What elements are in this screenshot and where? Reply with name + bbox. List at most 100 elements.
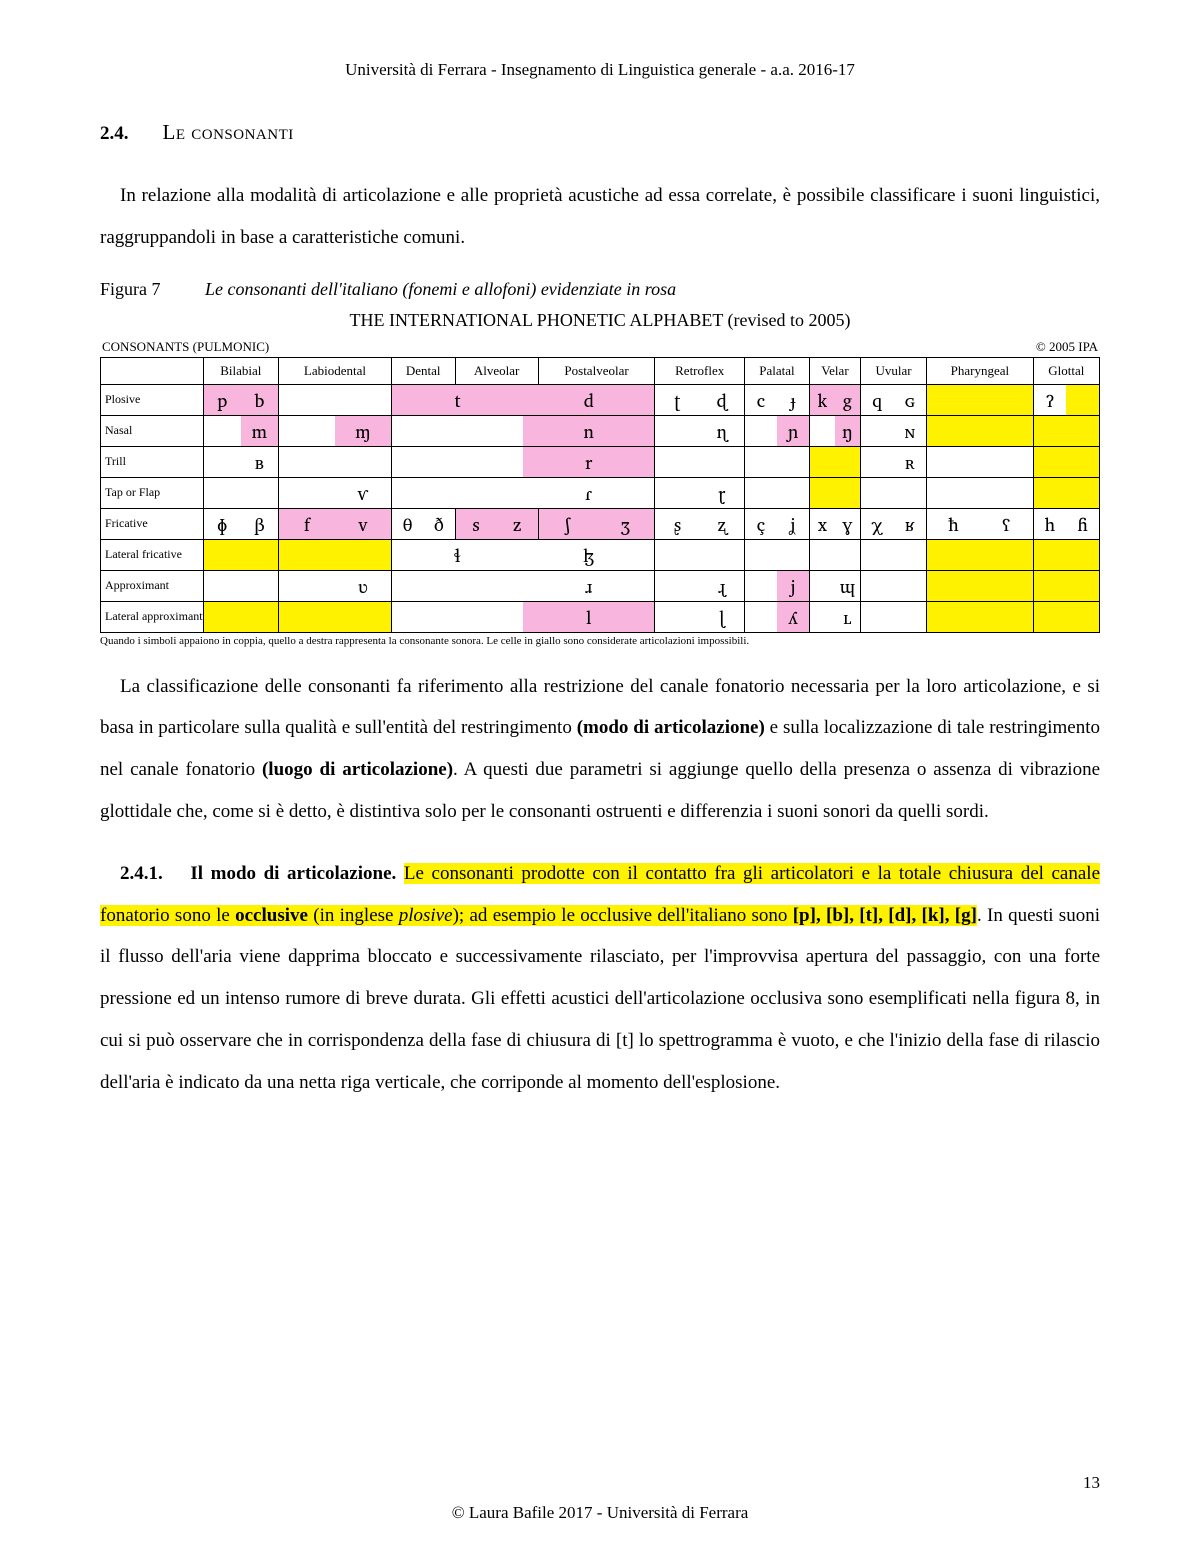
ipa-symbol-voiceless [745,602,777,632]
ipa-cell: xɣ [810,508,861,539]
column-header: Glottal [1033,357,1099,384]
ipa-symbol-voiceless: k [810,385,835,415]
ipa-symbol-voiceless [279,602,335,632]
paragraph-intro: In relazione alla modalità di articolazi… [100,175,1100,259]
ipa-symbol-voiceless [745,540,777,570]
ipa-symbol-voiced [777,540,809,570]
ipa-symbol-voiced: ʕ [980,509,1033,539]
ipa-symbol-voiceless [655,416,699,446]
ipa-symbol-voiceless [810,478,835,508]
ipa-cell: ɭ [655,601,745,632]
ipa-symbol-voiced: ⱱ [335,478,391,508]
ipa-symbol-voiced: ʙ [241,447,278,477]
ipa-cell: td [391,384,655,415]
ipa-cell: çʝ [744,508,809,539]
column-header: Retroflex [655,357,745,384]
ipa-cell: ʂʐ [655,508,745,539]
ipa-cell: ʀ [860,446,926,477]
ipa-cell [279,601,392,632]
paragraph-classification: La classificazione delle consonanti fa r… [100,666,1100,833]
ipa-symbol-voiceless: ɬ [392,540,523,570]
ipa-cell [1033,446,1099,477]
page-number: 13 [1083,1473,1100,1493]
ipa-cell [203,601,278,632]
ipa-cell [1033,415,1099,446]
ipa-cell [1033,601,1099,632]
ipa-symbol-voiced [335,447,391,477]
subsection-paragraph: 2.4.1. Il modo di articolazione. Le cons… [100,853,1100,1104]
ipa-symbol-voiced [980,478,1033,508]
ipa-symbol-voiced [835,540,860,570]
ipa-symbol-voiced: ɢ [894,385,927,415]
ipa-symbol-voiceless [861,416,894,446]
ipa-symbol-voiced: ɮ [523,540,654,570]
ipa-symbol-voiced: b [241,385,278,415]
section-number: 2.4. [100,123,129,144]
ipa-cell: l [391,601,655,632]
ipa-symbol-voiced [980,602,1033,632]
ipa-symbol-voiced [835,478,860,508]
ipa-symbol-voiceless [392,447,523,477]
ipa-symbol-voiced: ɾ [523,478,654,508]
ipa-cell [203,477,278,508]
ipa-cell: sz [455,508,538,539]
ipa-cell: ʙ [203,446,278,477]
ipa-cell [927,446,1033,477]
ipa-symbol-voiceless: ʃ [539,509,597,539]
ipa-cell: ⱱ [279,477,392,508]
ipa-symbol-voiced: ð [423,509,454,539]
subsection-title: Il modo di articolazione. [190,863,396,884]
ipa-meta-left: CONSONANTS (PULMONIC) [102,339,269,355]
ipa-cell [655,446,745,477]
ipa-cell [744,539,809,570]
ipa-symbol-voiceless [1034,602,1067,632]
ipa-symbol-voiceless [745,571,777,601]
ipa-cell: hɦ [1033,508,1099,539]
ipa-cell [810,446,861,477]
ipa-cell: ɸβ [203,508,278,539]
ipa-chart-title: THE INTERNATIONAL PHONETIC ALPHABET (rev… [100,310,1100,331]
ipa-cell [860,570,926,601]
ipa-symbol-voiced [980,447,1033,477]
ipa-cell: ɾ [391,477,655,508]
ipa-cell [927,570,1033,601]
ipa-cell: ħʕ [927,508,1033,539]
ipa-symbol-voiced [894,571,927,601]
ipa-cell: ɹ [391,570,655,601]
ipa-symbol-voiced [835,447,860,477]
ipa-symbol-voiced [1066,478,1099,508]
ipa-cell: ɳ [655,415,745,446]
column-header: Alveolar [455,357,538,384]
ipa-symbol-voiceless [927,602,980,632]
ipa-cell: m [203,415,278,446]
ipa-symbol-voiceless [655,602,699,632]
ipa-cell: ɬɮ [391,539,655,570]
ipa-cell [860,539,926,570]
ipa-symbol-voiceless [279,571,335,601]
page: Università di Ferrara - Insegnamento di … [0,0,1200,1553]
row-label: Plosive [101,384,204,415]
ipa-cell [927,384,1033,415]
ipa-symbol-voiceless [204,602,241,632]
ipa-cell: r [391,446,655,477]
ipa-symbol-voiceless: ʂ [655,509,699,539]
ipa-symbol-voiced [1066,447,1099,477]
ipa-symbol-voiced: d [523,385,654,415]
ipa-symbol-voiced: ʒ [597,509,655,539]
ipa-symbol-voiced: ʋ [335,571,391,601]
ipa-symbol-voiced: ʟ [835,602,860,632]
ipa-symbol-voiceless [655,447,699,477]
ipa-symbol-voiceless [1034,540,1067,570]
ipa-symbol-voiced: z [497,509,538,539]
ipa-symbol-voiced: ʀ [894,447,927,477]
ipa-symbol-voiceless: c [745,385,777,415]
ipa-symbol-voiceless: χ [861,509,894,539]
ipa-symbol-voiceless: ʔ [1034,385,1067,415]
ipa-table-wrap: CONSONANTS (PULMONIC) © 2005 IPA Bilabia… [100,337,1100,647]
ipa-cell [927,601,1033,632]
ipa-symbol-voiceless: f [279,509,335,539]
ipa-symbol-voiceless: ħ [927,509,980,539]
ipa-symbol-voiceless [927,416,980,446]
column-header: Labiodental [279,357,392,384]
ipa-symbol-voiceless [927,571,980,601]
